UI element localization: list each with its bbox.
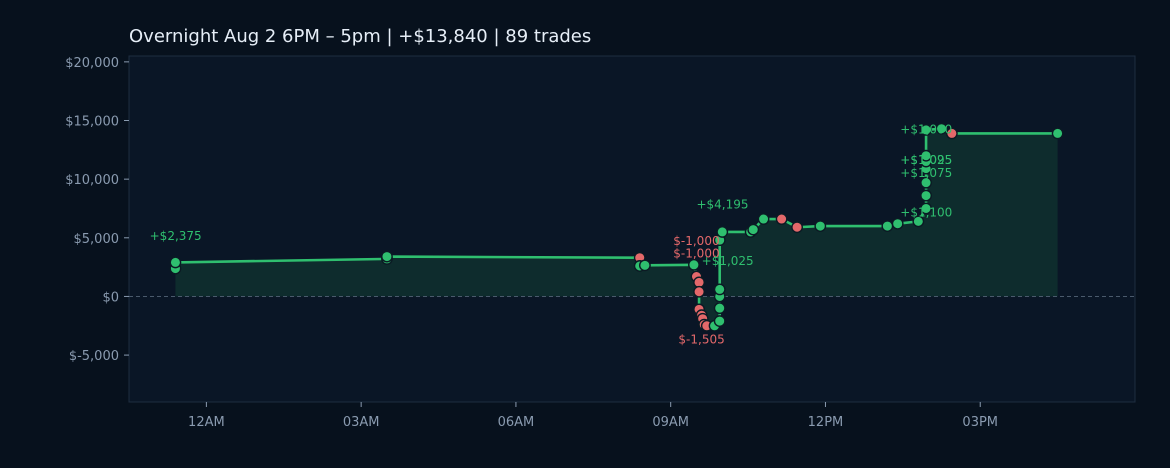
trade-marker-win bbox=[920, 149, 932, 162]
trade-annotation: +$1,025 bbox=[702, 254, 754, 268]
trade-annotation: +$1,095 bbox=[900, 153, 952, 167]
x-tick-label: 03AM bbox=[343, 415, 380, 430]
trade-marker-win bbox=[814, 220, 827, 232]
trade-marker-win bbox=[920, 176, 932, 189]
trade-marker-win bbox=[935, 122, 948, 135]
trade-marker-win bbox=[891, 217, 904, 230]
trade-marker-win bbox=[713, 315, 726, 327]
equity-area bbox=[175, 128, 1058, 326]
trade-marker-win bbox=[1051, 127, 1064, 140]
y-tick-label: $0 bbox=[102, 290, 119, 305]
trade-marker-win bbox=[881, 220, 894, 232]
chart-title: Overnight Aug 2 6PM – 5pm | +$13,840 | 8… bbox=[129, 26, 591, 47]
trade-marker-win bbox=[912, 215, 925, 228]
y-tick-label: $10,000 bbox=[65, 173, 119, 188]
trade-marker-win bbox=[381, 250, 393, 263]
trade-marker-win bbox=[169, 256, 182, 269]
trade-annotation: +$1,075 bbox=[900, 166, 952, 180]
trade-marker-loss bbox=[791, 221, 803, 234]
y-tick-label: $15,000 bbox=[65, 115, 119, 130]
x-tick-label: 09AM bbox=[652, 415, 689, 430]
trade-marker-loss bbox=[693, 285, 705, 298]
trade-marker-win bbox=[688, 258, 700, 271]
trade-marker-loss bbox=[775, 213, 788, 225]
trade-marker-win bbox=[920, 202, 932, 215]
trade-marker-win bbox=[638, 259, 651, 272]
trade-annotation: +$4,195 bbox=[696, 197, 748, 211]
trade-marker-win bbox=[716, 226, 729, 238]
trade-annotation: +$2,375 bbox=[150, 229, 202, 243]
trade-marker-loss bbox=[945, 127, 958, 140]
trade-marker-win bbox=[920, 123, 932, 136]
trade-marker-win bbox=[757, 213, 770, 225]
trade-annotation: +$1,025 bbox=[900, 153, 952, 167]
trade-annotation: $-1,000 bbox=[673, 234, 719, 248]
x-tick-label: 03PM bbox=[962, 415, 998, 430]
y-tick-label: $20,000 bbox=[65, 56, 119, 71]
plot-area: $-5,000 $0 $5,000 $10,000 $15,000 $20,000 12AM… bbox=[65, 55, 1136, 430]
x-tick-label: 12PM bbox=[808, 415, 844, 430]
trade-annotation: $-1,000 bbox=[673, 247, 719, 261]
trade-annotation: +$1,000 bbox=[900, 122, 952, 136]
trade-marker-win bbox=[747, 223, 760, 236]
trade-annotation: +$1,100 bbox=[900, 206, 952, 220]
trade-annotation: $-1,505 bbox=[678, 332, 724, 346]
x-tick-label: 12AM bbox=[188, 415, 225, 430]
y-tick-label: $5,000 bbox=[74, 232, 120, 247]
y-tick-label: $-5,000 bbox=[69, 349, 119, 364]
trade-marker-win bbox=[920, 189, 932, 202]
x-tick-label: 06AM bbox=[498, 415, 535, 430]
trade-marker-win bbox=[713, 283, 726, 296]
trade-marker-win bbox=[713, 302, 726, 315]
